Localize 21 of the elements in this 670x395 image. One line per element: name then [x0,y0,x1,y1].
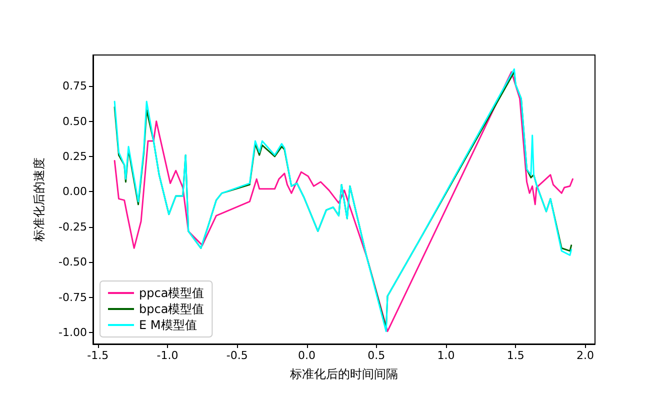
y-tick-label: -0.50 [58,256,87,269]
y-tick-label: -1.00 [58,326,87,340]
y-tick-label: 0.00 [62,185,87,198]
legend-label: ppca模型值 [139,286,204,300]
x-tick-label: -1.5 [87,349,109,362]
x-tick-label: -1.0 [156,349,178,362]
x-tick-label: 0.5 [368,349,386,362]
y-tick-label: -0.25 [58,220,87,234]
x-tick-label: 1.5 [506,349,524,362]
x-tick-label: 0.0 [298,349,316,362]
x-tick-label: -0.5 [226,349,248,362]
legend-label: bpca模型值 [139,302,204,316]
x-tick-label: 1.0 [437,349,455,362]
y-tick-label: 0.50 [62,114,87,128]
y-tick-label: 0.25 [62,150,87,163]
y-tick-label: -0.75 [58,290,87,304]
y-axis-title: 标准化后的速度 [32,158,46,242]
y-tick-label: 0.75 [62,80,87,93]
legend-label: E M模型值 [139,318,197,332]
x-axis-title: 标准化后的时间间隔 [289,367,398,381]
x-tick-label: 2.0 [576,349,594,362]
